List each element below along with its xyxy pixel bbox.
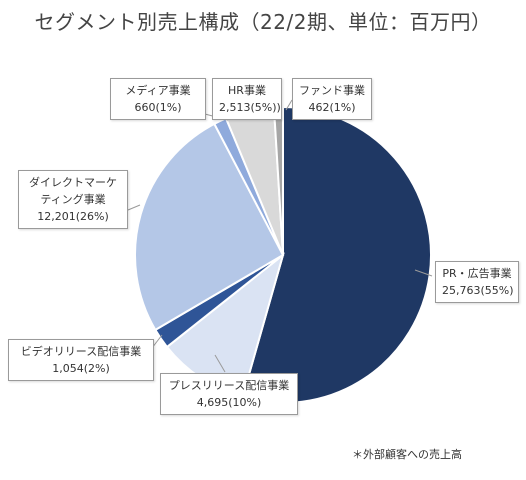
pie-slice-3: [134, 122, 285, 332]
callout-media-value: 660(1%): [134, 101, 182, 114]
callout-fund: ファンド事業 462(1%): [292, 78, 372, 120]
callout-pr-value: 25,763(55%): [442, 284, 514, 297]
leader-line-fund: [285, 99, 293, 111]
callout-press: プレスリリース配信事業 4,695(10%): [160, 373, 298, 415]
callout-hr: HR事業 2,513(5%)): [212, 78, 282, 120]
callout-media-name: メディア事業: [125, 84, 191, 97]
callout-direct: ダイレクトマーケ ティング事業 12,201(26%): [18, 170, 128, 229]
callout-media: メディア事業 660(1%): [110, 78, 206, 120]
callout-pr-name: PR・広告事業: [442, 267, 512, 280]
footnote: ＊外部顧客への売上高: [352, 448, 462, 461]
callout-hr-name: HR事業: [228, 84, 266, 97]
callout-direct-name-1: ダイレクトマーケ: [29, 176, 117, 189]
callout-hr-value: 2,513(5%)): [219, 101, 281, 114]
chart-title: セグメント別売上構成（22/2期、単位：百万円）: [34, 10, 492, 34]
callout-direct-name-2: ティング事業: [40, 193, 106, 206]
callout-fund-name: ファンド事業: [299, 84, 365, 97]
leader-line-pr: [414, 269, 433, 277]
callout-video: ビデオリリース配信事業 1,054(2%): [8, 339, 154, 381]
callout-press-value: 4,695(10%): [196, 396, 262, 409]
callout-direct-value: 12,201(26%): [37, 210, 109, 223]
callout-video-value: 1,054(2%): [52, 362, 110, 375]
leader-line-direct: [127, 204, 141, 211]
callout-press-name: プレスリリース配信事業: [168, 379, 290, 392]
callout-fund-value: 462(1%): [308, 101, 356, 114]
callout-video-name: ビデオリリース配信事業: [20, 345, 142, 358]
leader-line-press: [214, 354, 226, 373]
callout-pr: PR・広告事業 25,763(55%): [435, 261, 519, 303]
